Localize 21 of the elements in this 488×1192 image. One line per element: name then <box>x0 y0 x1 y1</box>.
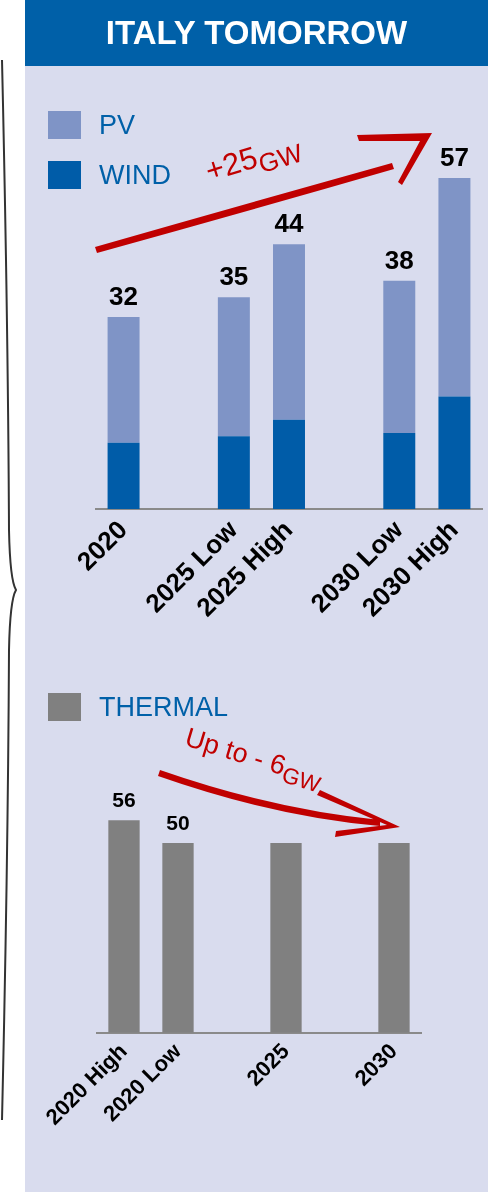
bar <box>107 442 140 510</box>
chart-title: ITALY TOMORROW <box>25 0 488 66</box>
legend-label: PV <box>99 109 136 141</box>
legend-label: WIND <box>99 159 171 191</box>
bar <box>383 432 416 510</box>
bar <box>217 297 250 437</box>
bar <box>438 396 471 510</box>
annotation: 57 <box>439 142 469 173</box>
bar <box>273 419 305 510</box>
data-label: 50 <box>166 811 190 835</box>
bar <box>107 317 140 443</box>
bar <box>217 436 250 510</box>
annotation: 32 <box>109 281 139 312</box>
data-label: 56 <box>112 788 136 812</box>
bar <box>383 280 416 433</box>
legend-label: THERMAL <box>99 691 229 723</box>
annotation: 44 <box>274 208 304 239</box>
bar <box>438 178 471 397</box>
bar <box>273 244 305 420</box>
annotation: 35 <box>219 261 249 292</box>
annotation: 38 <box>384 244 414 275</box>
